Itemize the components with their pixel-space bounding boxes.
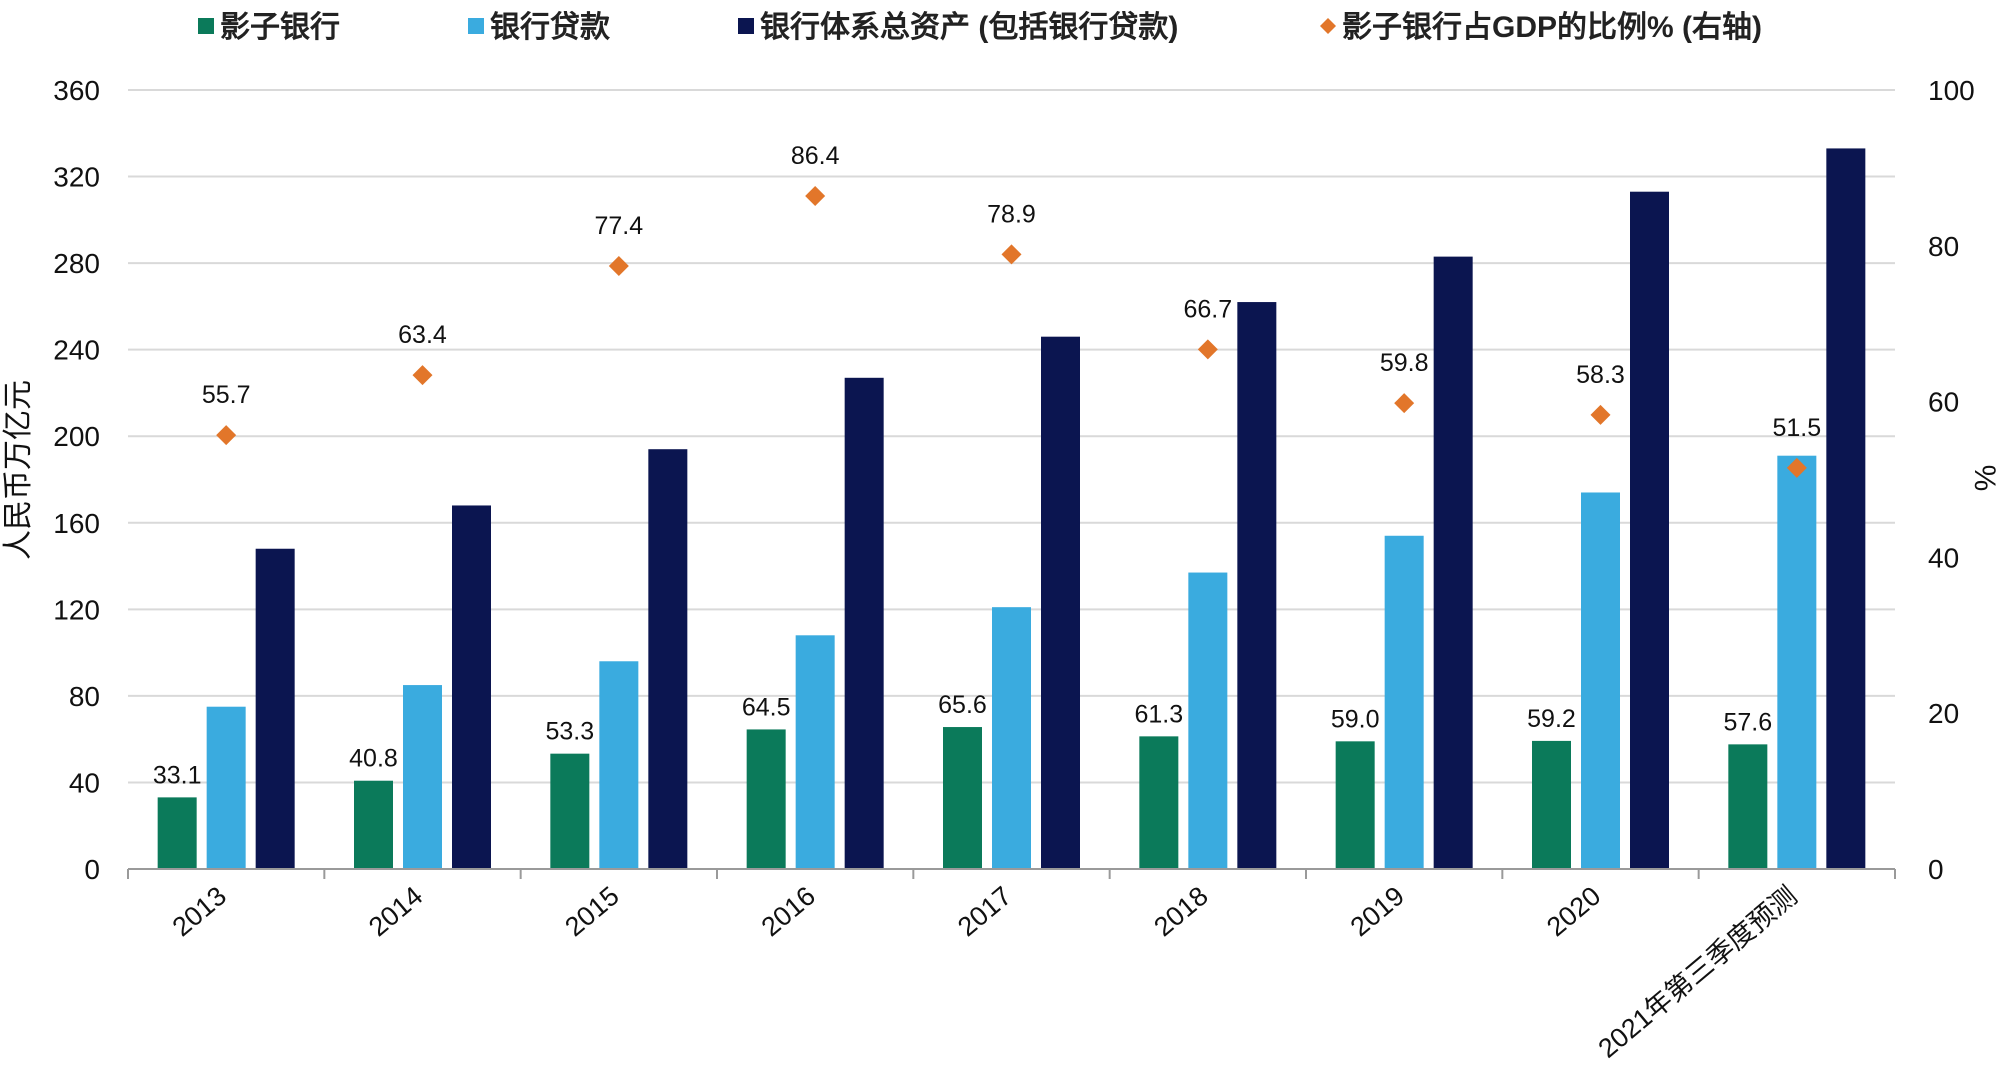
y-axis-title: 人民币万亿元	[2, 380, 35, 560]
y2-tick-label: 40	[1928, 542, 1959, 573]
y2-tick-label: 60	[1928, 387, 1959, 418]
bar-value-label: 53.3	[545, 718, 594, 746]
ratio-value-label: 77.4	[594, 212, 643, 240]
ratio-marker	[608, 256, 629, 277]
bar-1	[157, 797, 197, 869]
ratio-value-label: 59.8	[1380, 349, 1429, 377]
bar-2	[403, 685, 442, 869]
ratio-value-label: 78.9	[987, 200, 1036, 228]
x-tick-label: 2020	[1541, 881, 1606, 943]
bar-2	[795, 635, 835, 869]
ratio-value-label: 86.4	[791, 142, 840, 170]
ratio-marker	[1786, 457, 1807, 478]
y2-tick-label: 20	[1928, 698, 1959, 729]
bar-3	[1041, 336, 1080, 869]
bar-2	[1777, 455, 1817, 869]
bar-value-label: 33.1	[153, 761, 202, 789]
x-tick-label: 2018	[1148, 881, 1213, 943]
legend-label: 银行贷款	[490, 11, 611, 44]
x-tick-label: 2017	[952, 881, 1017, 943]
bar-1	[1335, 741, 1375, 869]
ratio-value-label: 63.4	[398, 321, 447, 349]
bar-3	[255, 548, 295, 869]
y2-tick-label: 0	[1928, 854, 1944, 885]
ratio-value-label: 66.7	[1183, 295, 1232, 323]
bar-value-label: 59.2	[1527, 705, 1576, 733]
x-tick-label: 2015	[559, 881, 624, 943]
ratio-marker	[1394, 393, 1415, 414]
bar-3	[1237, 302, 1277, 869]
bar-1	[746, 729, 786, 869]
bars	[157, 148, 1866, 870]
ratio-marker	[1001, 244, 1022, 265]
bar-3	[648, 449, 688, 869]
bar-value-label: 65.6	[938, 691, 987, 719]
y2-tick-label: 100	[1928, 75, 1975, 106]
bar-1	[550, 753, 590, 869]
y-tick-label: 120	[53, 594, 100, 625]
bar-1	[1728, 744, 1768, 869]
bar-2	[1581, 492, 1620, 869]
bar-2	[1188, 572, 1228, 869]
bar-2	[992, 607, 1031, 869]
y2-axis-title: %	[1968, 465, 2000, 492]
bar-value-label: 40.8	[349, 745, 398, 773]
bar-2	[599, 661, 639, 869]
legend: 影子银行 银行贷款 银行体系总资产 (包括银行贷款) 影子银行占GDP的比例% (右轴…	[198, 10, 1762, 44]
bar-value-label: 57.6	[1723, 708, 1772, 736]
y-tick-label: 280	[53, 248, 100, 279]
x-tick-label: 2016	[756, 881, 821, 943]
legend-label: 影子银行	[220, 11, 340, 44]
y-tick-label: 320	[53, 162, 100, 193]
y-tick-label: 360	[53, 75, 100, 106]
y-tick-label: 80	[69, 681, 100, 712]
bar-3	[1630, 191, 1669, 870]
y2-tick-label: 80	[1928, 231, 1959, 262]
data-labels: 33.1 40.8 53.3 64.5 65.6 61.3 59.0 59.2 57.6 55.7…	[153, 142, 1821, 789]
ratio-value-label: 55.7	[202, 381, 251, 409]
ratio-marker	[805, 185, 826, 206]
legend-label: 影子银行占GDP的比例% (右轴)	[1342, 11, 1762, 44]
bar-1	[943, 727, 982, 869]
bar-2	[1384, 535, 1424, 869]
bar-value-label: 59.0	[1331, 705, 1380, 733]
x-tick-label: 2013	[167, 881, 232, 943]
bar-1	[354, 780, 393, 869]
ratio-markers	[216, 185, 1807, 478]
bar-3	[1433, 256, 1473, 869]
x-tick-label: 2014	[363, 881, 428, 943]
bar-3	[452, 505, 491, 869]
x-tick-label: 2021年第三季度预测	[1593, 881, 1803, 1064]
y-tick-label: 200	[53, 421, 100, 452]
ratio-marker	[216, 425, 237, 446]
ratio-value-label: 51.5	[1772, 414, 1821, 442]
legend-swatch	[468, 18, 484, 34]
legend-swatch	[738, 18, 754, 34]
y-tick-label: 240	[53, 335, 100, 366]
y-tick-label: 40	[69, 767, 100, 798]
legend-marker	[1320, 18, 1336, 34]
ratio-marker	[1197, 339, 1218, 360]
bar-1	[1139, 736, 1179, 869]
bar-2	[206, 706, 246, 869]
bar-value-label: 64.5	[742, 693, 791, 721]
y-tick-label: 0	[84, 854, 100, 885]
ratio-marker	[412, 365, 433, 386]
bar-3	[844, 377, 884, 869]
x-tick-label: 2019	[1345, 881, 1410, 943]
ratio-value-label: 58.3	[1576, 361, 1625, 389]
bar-1	[1532, 740, 1571, 869]
ratio-marker	[1590, 404, 1611, 425]
y-tick-label: 160	[53, 508, 100, 539]
legend-label: 银行体系总资产 (包括银行贷款)	[760, 10, 1178, 44]
bar-3	[1826, 148, 1866, 870]
bar-value-label: 61.3	[1134, 700, 1183, 728]
legend-swatch	[198, 18, 214, 34]
